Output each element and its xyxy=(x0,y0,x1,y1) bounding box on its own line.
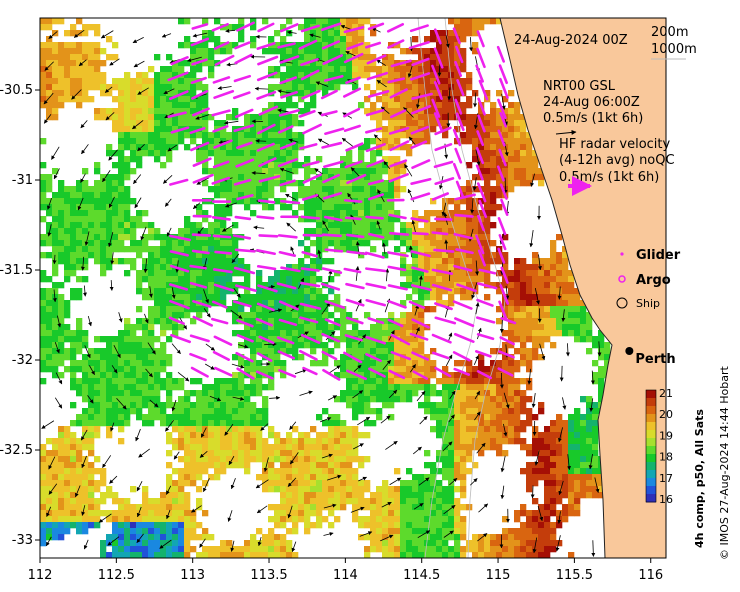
y-tick-label: -30.5 xyxy=(0,83,33,98)
hf-radar-vectors xyxy=(167,21,517,381)
colorbar-tick-label: 21 xyxy=(659,387,673,400)
ship-marker xyxy=(616,297,628,309)
y-tick-label: -31 xyxy=(12,173,33,188)
colorbar-swatch xyxy=(646,398,656,407)
x-tick-label: 114 xyxy=(333,568,358,583)
y-tick-label: -32 xyxy=(12,353,33,368)
radar-title: HF radar velocity xyxy=(559,137,671,152)
x-tick-label: 115.5 xyxy=(556,568,593,583)
colorbar-swatch xyxy=(646,390,656,399)
colorbar-swatch xyxy=(646,414,656,423)
colorbar-swatch xyxy=(646,486,656,495)
gsl-scale: 0.5m/s (1kt 6h) xyxy=(543,111,643,126)
x-axis: 112 112.5 113 113.5 114 114.5 115 115.5 116 xyxy=(28,558,663,583)
colorbar-swatch xyxy=(646,438,656,447)
radar-avg: (4-12h avg) noQC xyxy=(559,153,675,168)
perth-label: Perth xyxy=(635,352,675,367)
ship-label: Ship xyxy=(636,297,660,310)
colorbar-tick-label: 19 xyxy=(659,429,673,442)
colorbar-swatch xyxy=(646,406,656,415)
x-tick-label: 115 xyxy=(486,568,511,583)
y-tick-label: -32.5 xyxy=(0,443,33,458)
coastline xyxy=(499,18,613,558)
argo-label: Argo xyxy=(636,273,671,288)
colorbar-tick-label: 20 xyxy=(659,408,673,421)
colorbar-swatch xyxy=(646,454,656,463)
x-tick-label: 113.5 xyxy=(250,568,287,583)
glider-marker xyxy=(620,252,624,256)
colorbar-swatch xyxy=(646,422,656,431)
gsl-scale-arrow xyxy=(555,129,577,135)
y-axis: -30.5 -31 -31.5 -32 -32.5 -33 xyxy=(0,83,40,548)
plot-frame xyxy=(39,17,667,559)
colorbar-tick-label: 18 xyxy=(659,451,673,464)
colorbar-swatch xyxy=(646,470,656,479)
x-tick-label: 114.5 xyxy=(403,568,440,583)
gsl-title: NRT00 GSL xyxy=(543,79,616,94)
argo-marker xyxy=(618,275,626,283)
colorbar-swatch xyxy=(646,494,656,503)
depth-1000m-label: 1000m xyxy=(651,42,697,57)
x-tick-label: 113 xyxy=(180,568,205,583)
land-mass xyxy=(500,18,666,558)
colorbar: 21 20 19 18 17 16 xyxy=(645,387,673,506)
colorbar-swatch xyxy=(646,430,656,439)
credit-label: © IMOS 27-Aug-2024 14:44 Hobart xyxy=(718,366,731,560)
date-label: 24-Aug-2024 00Z xyxy=(514,33,628,48)
colorbar-tick-label: 16 xyxy=(659,493,673,506)
colorbar-swatch xyxy=(646,462,656,471)
sst-field xyxy=(40,18,611,558)
radar-scale: 0.5m/s (1kt 6h) xyxy=(559,170,659,185)
y-tick-label: -31.5 xyxy=(0,263,33,278)
x-tick-label: 116 xyxy=(638,568,663,583)
glider-label: Glider xyxy=(636,248,681,263)
perth-marker xyxy=(625,347,634,355)
colorbar-swatch xyxy=(646,446,656,455)
colorbar-swatch xyxy=(646,478,656,487)
colorbar-tick-label: 17 xyxy=(659,472,673,485)
y-tick-label: -33 xyxy=(12,533,33,548)
colorbar-label: 4h comp, p50, All Sats xyxy=(693,409,706,548)
gsl-time: 24-Aug 06:00Z xyxy=(543,95,640,110)
depth-200m-label: 200m xyxy=(651,25,688,40)
x-tick-label: 112 xyxy=(28,568,53,583)
x-tick-label: 112.5 xyxy=(98,568,135,583)
